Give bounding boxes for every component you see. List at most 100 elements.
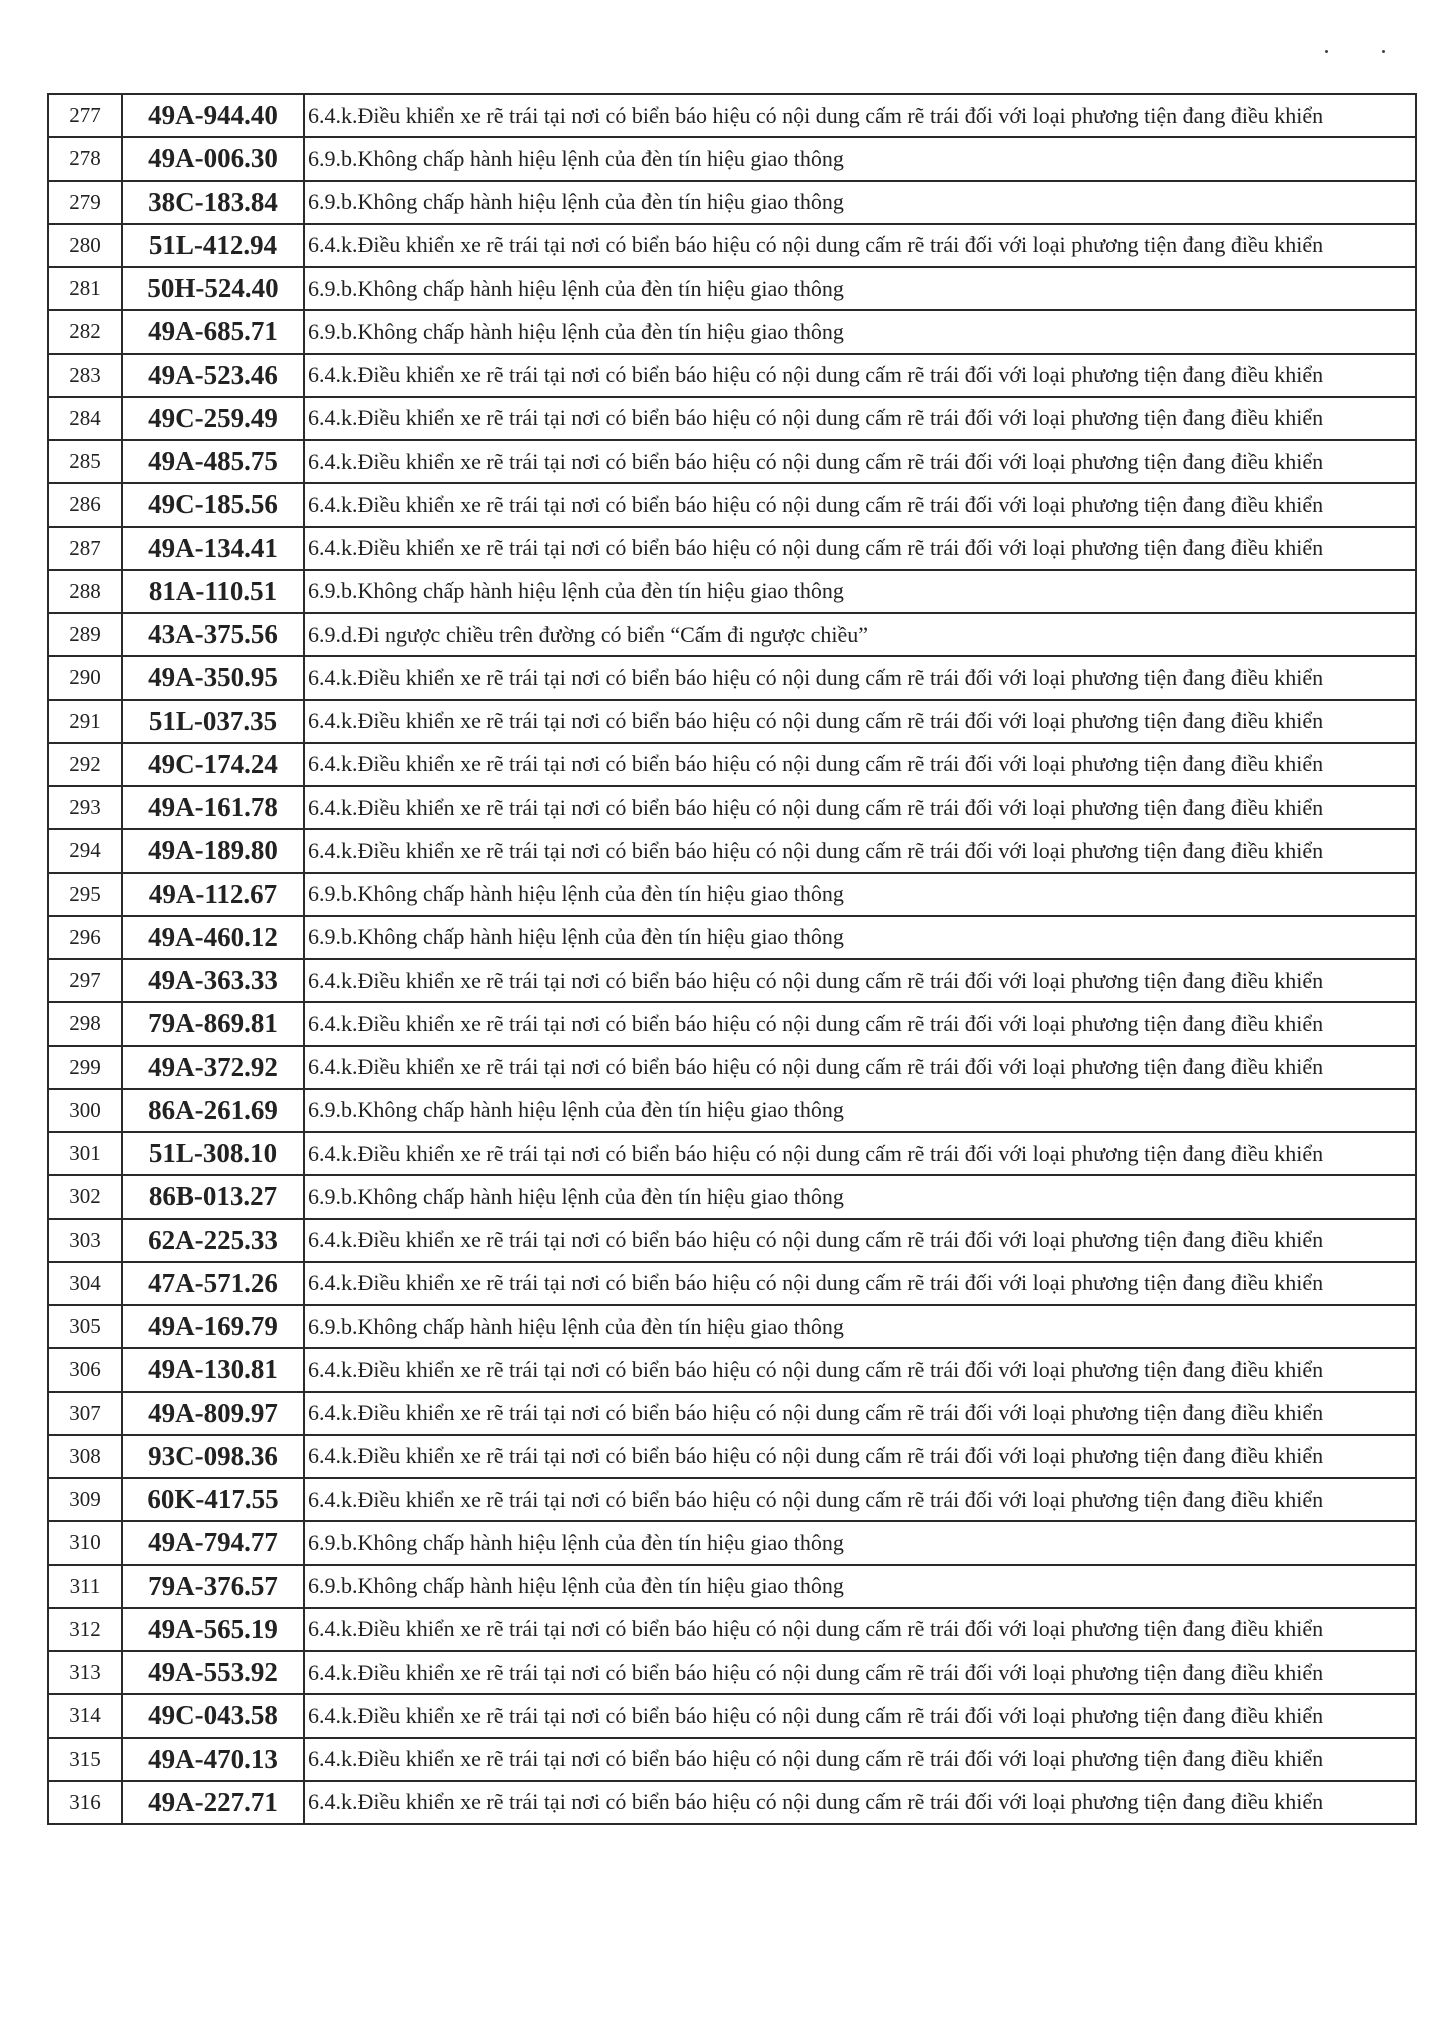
table-row: 300 86A-261.69 6.9.b.Không chấp hành hiệu … [47,1087,1417,1134]
row-number: 313 [47,1649,123,1696]
row-number: 305 [47,1303,123,1350]
license-plate: 49A-006.30 [121,136,305,182]
violation-description: 6.9.b.Không chấp hành hiệu lệnh của đèn … [303,179,1417,225]
row-number: 306 [47,1347,123,1393]
license-plate: 49A-553.92 [121,1649,305,1696]
row-number: 295 [47,871,123,917]
license-plate: 49C-043.58 [121,1693,305,1739]
table-row: 303 62A-225.33 6.4.k.Điều khiển xe rẽ trái… [47,1217,1417,1263]
row-number: 311 [47,1563,123,1609]
violation-description: 6.9.b.Không chấp hành hiệu lệnh của đèn … [303,309,1417,355]
license-plate: 49A-523.46 [121,352,305,398]
license-plate: 49A-809.97 [121,1390,305,1436]
row-number: 303 [47,1217,123,1263]
violation-description: 6.4.k.Điều khiển xe rẽ trái tại nơi có b… [303,828,1417,874]
violation-description: 6.4.k.Điều khiển xe rẽ trái tại nơi có b… [303,1649,1417,1696]
row-number: 297 [47,957,123,1004]
license-plate: 62A-225.33 [121,1217,305,1263]
license-plate: 49A-161.78 [121,784,305,831]
license-plate: 49A-169.79 [121,1303,305,1350]
row-number: 291 [47,698,123,744]
violation-description: 6.4.k.Điều khiển xe rẽ trái tại nơi có b… [303,698,1417,744]
license-plate: 49C-185.56 [121,482,305,528]
table-row: 284 49C-259.49 6.4.k.Điều khiển xe rẽ trái… [47,395,1417,442]
violation-description: 6.9.b.Không chấp hành hiệu lệnh của đèn … [303,1174,1417,1220]
row-number: 315 [47,1736,123,1782]
violation-description: 6.4.k.Điều khiển xe rẽ trái tại nơi có b… [303,1693,1417,1739]
row-number: 278 [47,136,123,182]
table-row: 311 79A-376.57 6.9.b.Không chấp hành hiệu … [47,1563,1417,1609]
table-row: 312 49A-565.19 6.4.k.Điều khiển xe rẽ trái… [47,1606,1417,1653]
table-row: 316 49A-227.71 6.4.k.Điều khiển xe rẽ trái… [47,1779,1417,1826]
table-row: 286 49C-185.56 6.4.k.Điều khiển xe rẽ trái… [47,482,1417,528]
table-row: 299 49A-372.92 6.4.k.Điều khiển xe rẽ trái… [47,1044,1417,1090]
violation-description: 6.4.k.Điều khiển xe rẽ trái tại nơi có b… [303,1606,1417,1653]
table-row: 288 81A-110.51 6.9.b.Không chấp hành hiệu … [47,568,1417,615]
license-plate: 51L-037.35 [121,698,305,744]
table-row: 285 49A-485.75 6.4.k.Điều khiển xe rẽ trái… [47,438,1417,485]
table-row: 302 86B-013.27 6.9.b.Không chấp hành hiệu … [47,1174,1417,1220]
table-row: 314 49C-043.58 6.4.k.Điều khiển xe rẽ trái… [47,1693,1417,1739]
table-row: 287 49A-134.41 6.4.k.Điều khiển xe rẽ trái… [47,525,1417,571]
table-row: 282 49A-685.71 6.9.b.Không chấp hành hiệu … [47,309,1417,355]
license-plate: 81A-110.51 [121,568,305,615]
violation-description: 6.4.k.Điều khiển xe rẽ trái tại nơi có b… [303,525,1417,571]
table-row: 305 49A-169.79 6.9.b.Không chấp hành hiệu … [47,1303,1417,1350]
license-plate: 49A-130.81 [121,1347,305,1393]
table-row: 306 49A-130.81 6.4.k.Điều khiển xe rẽ trái… [47,1347,1417,1393]
violation-description: 6.9.b.Không chấp hành hiệu lệnh của đèn … [303,136,1417,182]
row-number: 300 [47,1087,123,1134]
violation-description: 6.4.k.Điều khiển xe rẽ trái tại nơi có b… [303,1044,1417,1090]
table-row: 290 49A-350.95 6.4.k.Điều khiển xe rẽ trái… [47,655,1417,701]
violation-description: 6.4.k.Điều khiển xe rẽ trái tại nơi có b… [303,1260,1417,1307]
violation-description: 6.4.k.Điều khiển xe rẽ trái tại nơi có b… [303,1217,1417,1263]
row-number: 309 [47,1476,123,1523]
row-number: 285 [47,438,123,485]
table-row: 307 49A-809.97 6.4.k.Điều khiển xe rẽ trái… [47,1390,1417,1436]
table-row: 280 51L-412.94 6.4.k.Điều khiển xe rẽ trái… [47,222,1417,269]
row-number: 316 [47,1779,123,1826]
violation-description: 6.4.k.Điều khiển xe rẽ trái tại nơi có b… [303,1736,1417,1782]
table-row: 297 49A-363.33 6.4.k.Điều khiển xe rẽ trái… [47,957,1417,1004]
row-number: 292 [47,741,123,788]
license-plate: 47A-571.26 [121,1260,305,1307]
license-plate: 93C-098.36 [121,1433,305,1480]
violation-description: 6.4.k.Điều khiển xe rẽ trái tại nơi có b… [303,1433,1417,1480]
row-number: 286 [47,482,123,528]
table-row: 283 49A-523.46 6.4.k.Điều khiển xe rẽ trái… [47,352,1417,398]
row-number: 284 [47,395,123,442]
license-plate: 79A-376.57 [121,1563,305,1609]
violation-description: 6.4.k.Điều khiển xe rẽ trái tại nơi có b… [303,1001,1417,1047]
table-row: 281 50H-524.40 6.9.b.Không chấp hành hiệu … [47,265,1417,312]
violation-description: 6.9.d.Đi ngược chiều trên đường có biển … [303,611,1417,658]
table-row: 313 49A-553.92 6.4.k.Điều khiển xe rẽ trái… [47,1649,1417,1696]
license-plate: 49A-112.67 [121,871,305,917]
violation-description: 6.4.k.Điều khiển xe rẽ trái tại nơi có b… [303,352,1417,398]
table-row: 298 79A-869.81 6.4.k.Điều khiển xe rẽ trái… [47,1001,1417,1047]
license-plate: 79A-869.81 [121,1001,305,1047]
violation-description: 6.4.k.Điều khiển xe rẽ trái tại nơi có b… [303,784,1417,831]
table-row: 295 49A-112.67 6.9.b.Không chấp hành hiệu … [47,871,1417,917]
violation-description: 6.4.k.Điều khiển xe rẽ trái tại nơi có b… [303,1476,1417,1523]
table-row: 293 49A-161.78 6.4.k.Điều khiển xe rẽ trái… [47,784,1417,831]
table-row: 315 49A-470.13 6.4.k.Điều khiển xe rẽ trái… [47,1736,1417,1782]
violation-description: 6.9.b.Không chấp hành hiệu lệnh của đèn … [303,265,1417,312]
license-plate: 49A-685.71 [121,309,305,355]
table-row: 292 49C-174.24 6.4.k.Điều khiển xe rẽ trái… [47,741,1417,788]
row-number: 279 [47,179,123,225]
table-row: 277 49A-944.40 6.4.k.Điều khiển xe rẽ trái… [47,92,1417,139]
violation-description: 6.9.b.Không chấp hành hiệu lệnh của đèn … [303,1563,1417,1609]
violation-description: 6.9.b.Không chấp hành hiệu lệnh của đèn … [303,1087,1417,1134]
license-plate: 60K-417.55 [121,1476,305,1523]
violation-description: 6.4.k.Điều khiển xe rẽ trái tại nơi có b… [303,1347,1417,1393]
license-plate: 43A-375.56 [121,611,305,658]
violation-description: 6.4.k.Điều khiển xe rẽ trái tại nơi có b… [303,655,1417,701]
license-plate: 49A-372.92 [121,1044,305,1090]
row-number: 280 [47,222,123,269]
license-plate: 49A-189.80 [121,828,305,874]
license-plate: 49A-565.19 [121,1606,305,1653]
row-number: 283 [47,352,123,398]
violation-description: 6.4.k.Điều khiển xe rẽ trái tại nơi có b… [303,1779,1417,1826]
table-row: 294 49A-189.80 6.4.k.Điều khiển xe rẽ trái… [47,828,1417,874]
row-number: 302 [47,1174,123,1220]
